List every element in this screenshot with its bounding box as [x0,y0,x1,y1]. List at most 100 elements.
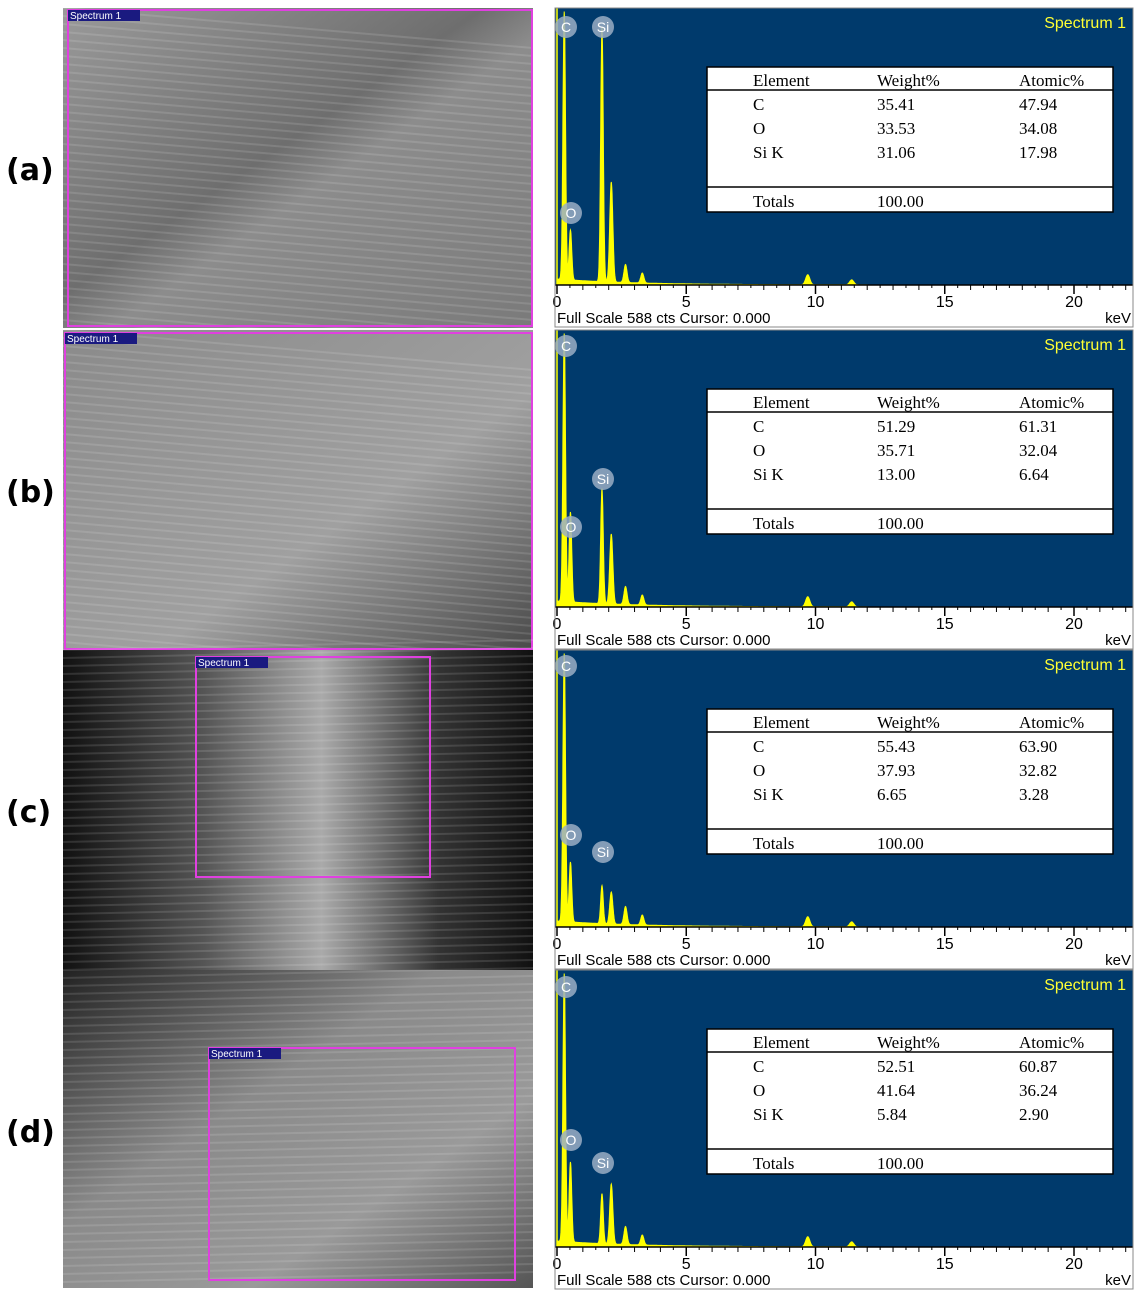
x-tick-label: 0 [553,1256,562,1273]
footer: Full Scale 588 cts Cursor: 0.000 [557,952,770,969]
texture [62,847,534,859]
texture [62,943,534,955]
texture [62,47,534,89]
table-total: 100.00 [877,192,924,211]
texture [62,15,534,57]
texture [62,743,534,755]
texture [62,735,534,747]
texture [62,1103,534,1115]
peak-marker [560,516,582,538]
texture [62,1247,534,1259]
table [706,388,1114,535]
table-cell: Si K [753,1105,784,1124]
texture [62,639,534,651]
peak-label: Si [597,844,609,860]
peak-label: C [561,19,571,35]
peak-label: C [561,338,571,354]
texture [62,433,534,475]
sem-image [63,330,533,650]
table-header: Weight% [877,71,940,90]
table-cell: 63.90 [1019,737,1057,756]
texture [62,337,534,379]
texture [62,1167,534,1179]
peak-marker [560,824,582,846]
table-cell: 60.87 [1019,1057,1058,1076]
table-cell: Si K [753,143,784,162]
texture [62,199,534,241]
texture [62,7,534,49]
table-cell: Si K [753,785,784,804]
texture [62,1047,534,1059]
x-axis-label: keV [1105,952,1131,969]
texture [62,991,534,1003]
texture [62,1055,534,1067]
x-tick-label: 5 [682,1256,691,1273]
texture [62,1263,534,1275]
texture [62,159,534,201]
table-cell: 17.98 [1019,143,1057,162]
texture [62,143,534,185]
texture [62,935,534,947]
table [706,708,1114,855]
sem-image [63,970,533,1288]
texture [62,271,534,313]
texture [62,183,534,225]
table-cell: 32.82 [1019,761,1057,780]
peak-marker [555,976,577,998]
texture [62,393,534,435]
image-tag: Spectrum 1 [67,334,119,345]
x-tick-label: 15 [936,616,954,633]
table-cell: Si K [753,465,784,484]
tag-bg [68,10,140,21]
texture [62,679,534,691]
texture [62,1239,534,1251]
texture [62,103,534,145]
table-total: 100.00 [877,1154,924,1173]
texture [62,1231,534,1243]
table-header: Element [753,713,810,732]
spectrum-title: Spectrum 1 [1044,977,1126,994]
texture [62,975,534,987]
x-tick-label: 15 [936,1256,954,1273]
x-tick-label: 15 [936,936,954,953]
spectrum-frame [554,329,1134,650]
texture [62,655,534,667]
texture [62,609,534,651]
selection-box [208,1047,516,1281]
x-tick-label: 20 [1065,1256,1083,1273]
texture [62,1031,534,1043]
texture [62,719,534,731]
x-tick-label: 5 [682,294,691,311]
texture [62,783,534,795]
table-cell: 36.24 [1019,1081,1058,1100]
spectrum-frame [554,649,1134,970]
texture [62,1255,534,1267]
texture [62,231,534,273]
spectrum-title: Spectrum 1 [1044,657,1126,674]
table-cell: O [753,1081,765,1100]
texture [62,711,534,723]
texture [62,361,534,403]
texture [62,263,534,305]
texture [62,521,534,563]
texture [62,663,534,675]
x-axis-label: keV [1105,1272,1131,1289]
panel-label: (a) [6,153,54,188]
spectrum-title: Spectrum 1 [1044,337,1126,354]
texture [62,465,534,507]
table-total: 100.00 [877,514,924,533]
texture [62,215,534,257]
panel-label: (c) [6,795,51,830]
texture [62,751,534,763]
texture [62,919,534,931]
table-cell: O [753,441,765,460]
table-header: Element [753,71,810,90]
texture [62,1127,534,1139]
texture [62,1007,534,1019]
texture [62,951,534,963]
texture [62,959,534,971]
table-cell: 35.41 [877,95,915,114]
texture [62,441,534,483]
texture [62,1039,534,1051]
